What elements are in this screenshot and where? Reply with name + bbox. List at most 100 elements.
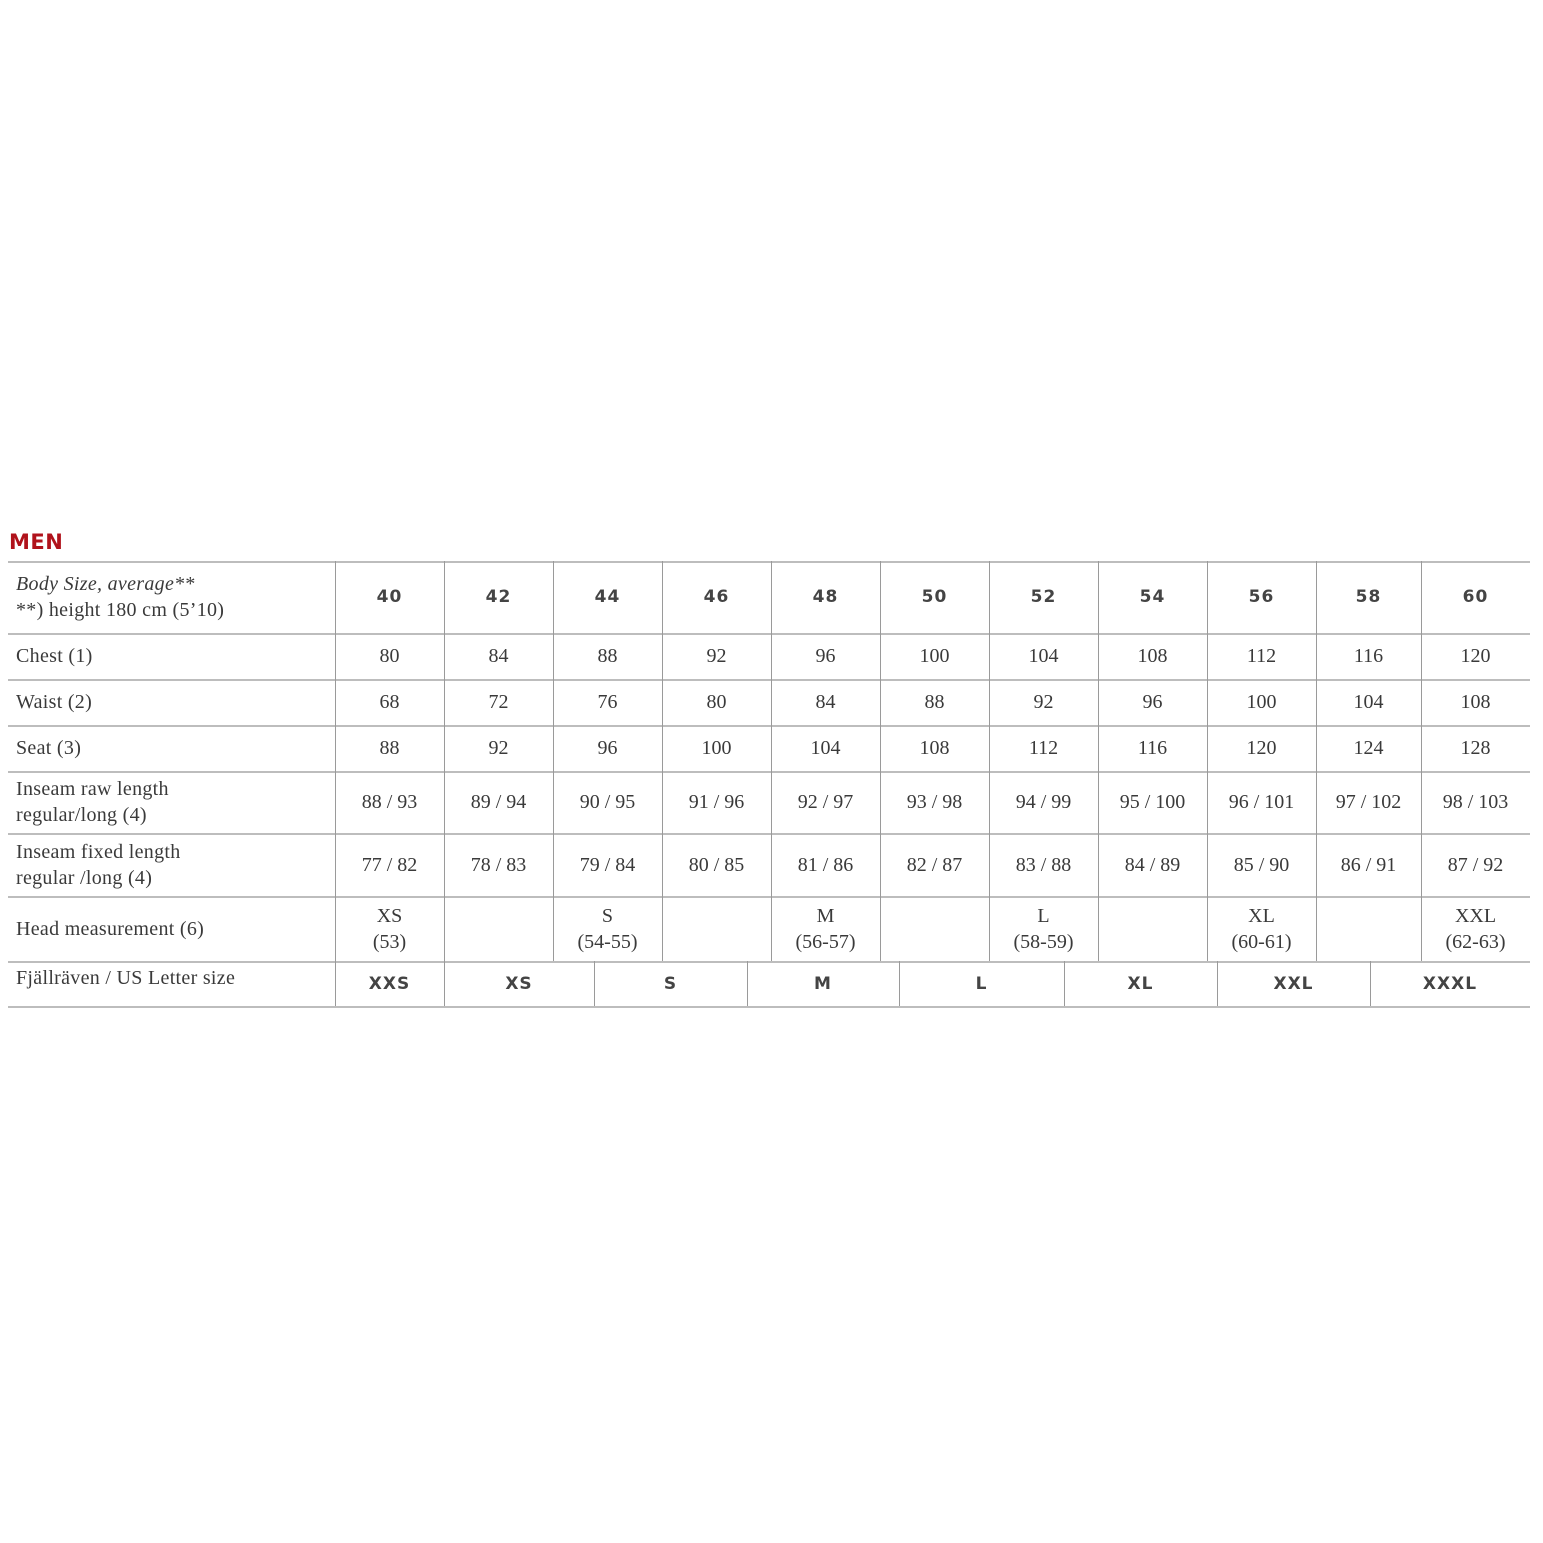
row-label: Inseam fixed length regular /long (4) [16,840,181,889]
column-divider [989,725,990,771]
table-cell: 116 [1353,645,1384,667]
column-divider [1217,961,1218,1006]
size-header: 46 [703,587,730,607]
column-divider [335,633,336,679]
table-cell: S (54-55) [577,904,638,953]
column-divider [553,679,554,725]
table-cell: 84 [815,691,836,713]
table-cell: 78 / 83 [470,853,527,876]
column-divider [989,896,990,961]
column-divider [335,833,336,896]
column-divider [553,725,554,771]
letter-size-label: Fjällräven / US Letter size [16,966,236,989]
row-divider [8,961,1530,963]
column-divider [1421,833,1422,896]
column-divider [1370,961,1371,1006]
size-header: 50 [921,587,948,607]
table-cell: 97 / 102 [1335,791,1402,813]
table-cell: 94 / 99 [1015,791,1072,813]
table-cell: 91 / 96 [688,791,745,813]
size-header: 58 [1355,587,1382,607]
column-divider [444,961,445,1006]
table-cell: L (58-59) [1013,904,1074,953]
table-cell: 104 [1028,645,1059,667]
column-divider [1207,771,1208,833]
column-divider [1098,561,1099,633]
column-divider [1207,833,1208,896]
table-cell [1098,896,1207,961]
table-cell: 100 [919,645,950,667]
column-divider [444,633,445,679]
column-divider [771,833,772,896]
table-cell: 88 [924,691,945,713]
column-divider [662,896,663,961]
column-divider [335,961,336,1006]
table-cell [444,896,553,961]
table-cell: 96 [1142,691,1163,713]
column-divider [1207,896,1208,961]
table-cell: 95 / 100 [1119,791,1186,813]
table-cell: 96 / 101 [1228,791,1295,813]
column-divider [594,961,595,1006]
column-divider [1421,633,1422,679]
row-label: Seat (3) [16,737,82,759]
size-header: 60 [1462,587,1489,607]
column-divider [771,633,772,679]
column-divider [1421,561,1422,633]
column-divider [444,896,445,961]
column-divider [899,961,900,1006]
letter-size-cell: XXL [1273,973,1314,994]
table-cell: 120 [1246,737,1277,759]
column-divider [880,679,881,725]
size-header: 44 [594,587,621,607]
letter-size-cell: S [663,973,678,994]
column-divider [880,771,881,833]
table-cell: XXL (62-63) [1445,904,1506,953]
table-cell: 128 [1460,737,1491,759]
table-cell: 88 [379,737,400,759]
column-divider [1316,833,1317,896]
table-cell: 76 [597,691,618,713]
column-divider [1421,725,1422,771]
column-divider [444,833,445,896]
table-cell: 72 [488,691,509,713]
table-cell: 80 / 85 [688,853,745,876]
column-divider [880,725,881,771]
letter-size-cell: XXXL [1422,973,1478,994]
table-cell [662,896,771,961]
table-cell: 85 / 90 [1233,853,1290,876]
column-divider [1207,679,1208,725]
column-divider [553,833,554,896]
column-divider [662,679,663,725]
table-cell: 92 [706,645,727,667]
column-divider [1421,896,1422,961]
column-divider [444,561,445,633]
row-divider [8,633,1530,635]
table-cell [880,896,989,961]
row-label: Chest (1) [16,645,93,667]
height-note: **) height 180 cm (5’10) [16,599,225,621]
size-header: 52 [1030,587,1057,607]
column-divider [880,561,881,633]
table-cell: M (56-57) [795,904,856,953]
column-divider [662,633,663,679]
table-cell: 90 / 95 [579,791,636,813]
table-cell: 92 / 97 [797,791,854,813]
table-cell: 77 / 82 [361,853,418,876]
column-divider [747,961,748,1006]
column-divider [1064,961,1065,1006]
size-header: 56 [1248,587,1275,607]
letter-size-cell: XXS [368,973,411,994]
table-cell: 100 [1246,691,1277,713]
row-label: Inseam raw length regular/long (4) [16,778,169,826]
column-divider [989,679,990,725]
column-divider [444,771,445,833]
column-divider [1316,771,1317,833]
column-divider [335,561,336,633]
column-divider [1316,896,1317,961]
letter-size-cell: XS [505,973,533,994]
row-label: Head measurement (6) [16,917,205,940]
column-divider [1316,725,1317,771]
table-cell: 108 [1460,691,1491,713]
section-title: MEN [9,530,64,554]
